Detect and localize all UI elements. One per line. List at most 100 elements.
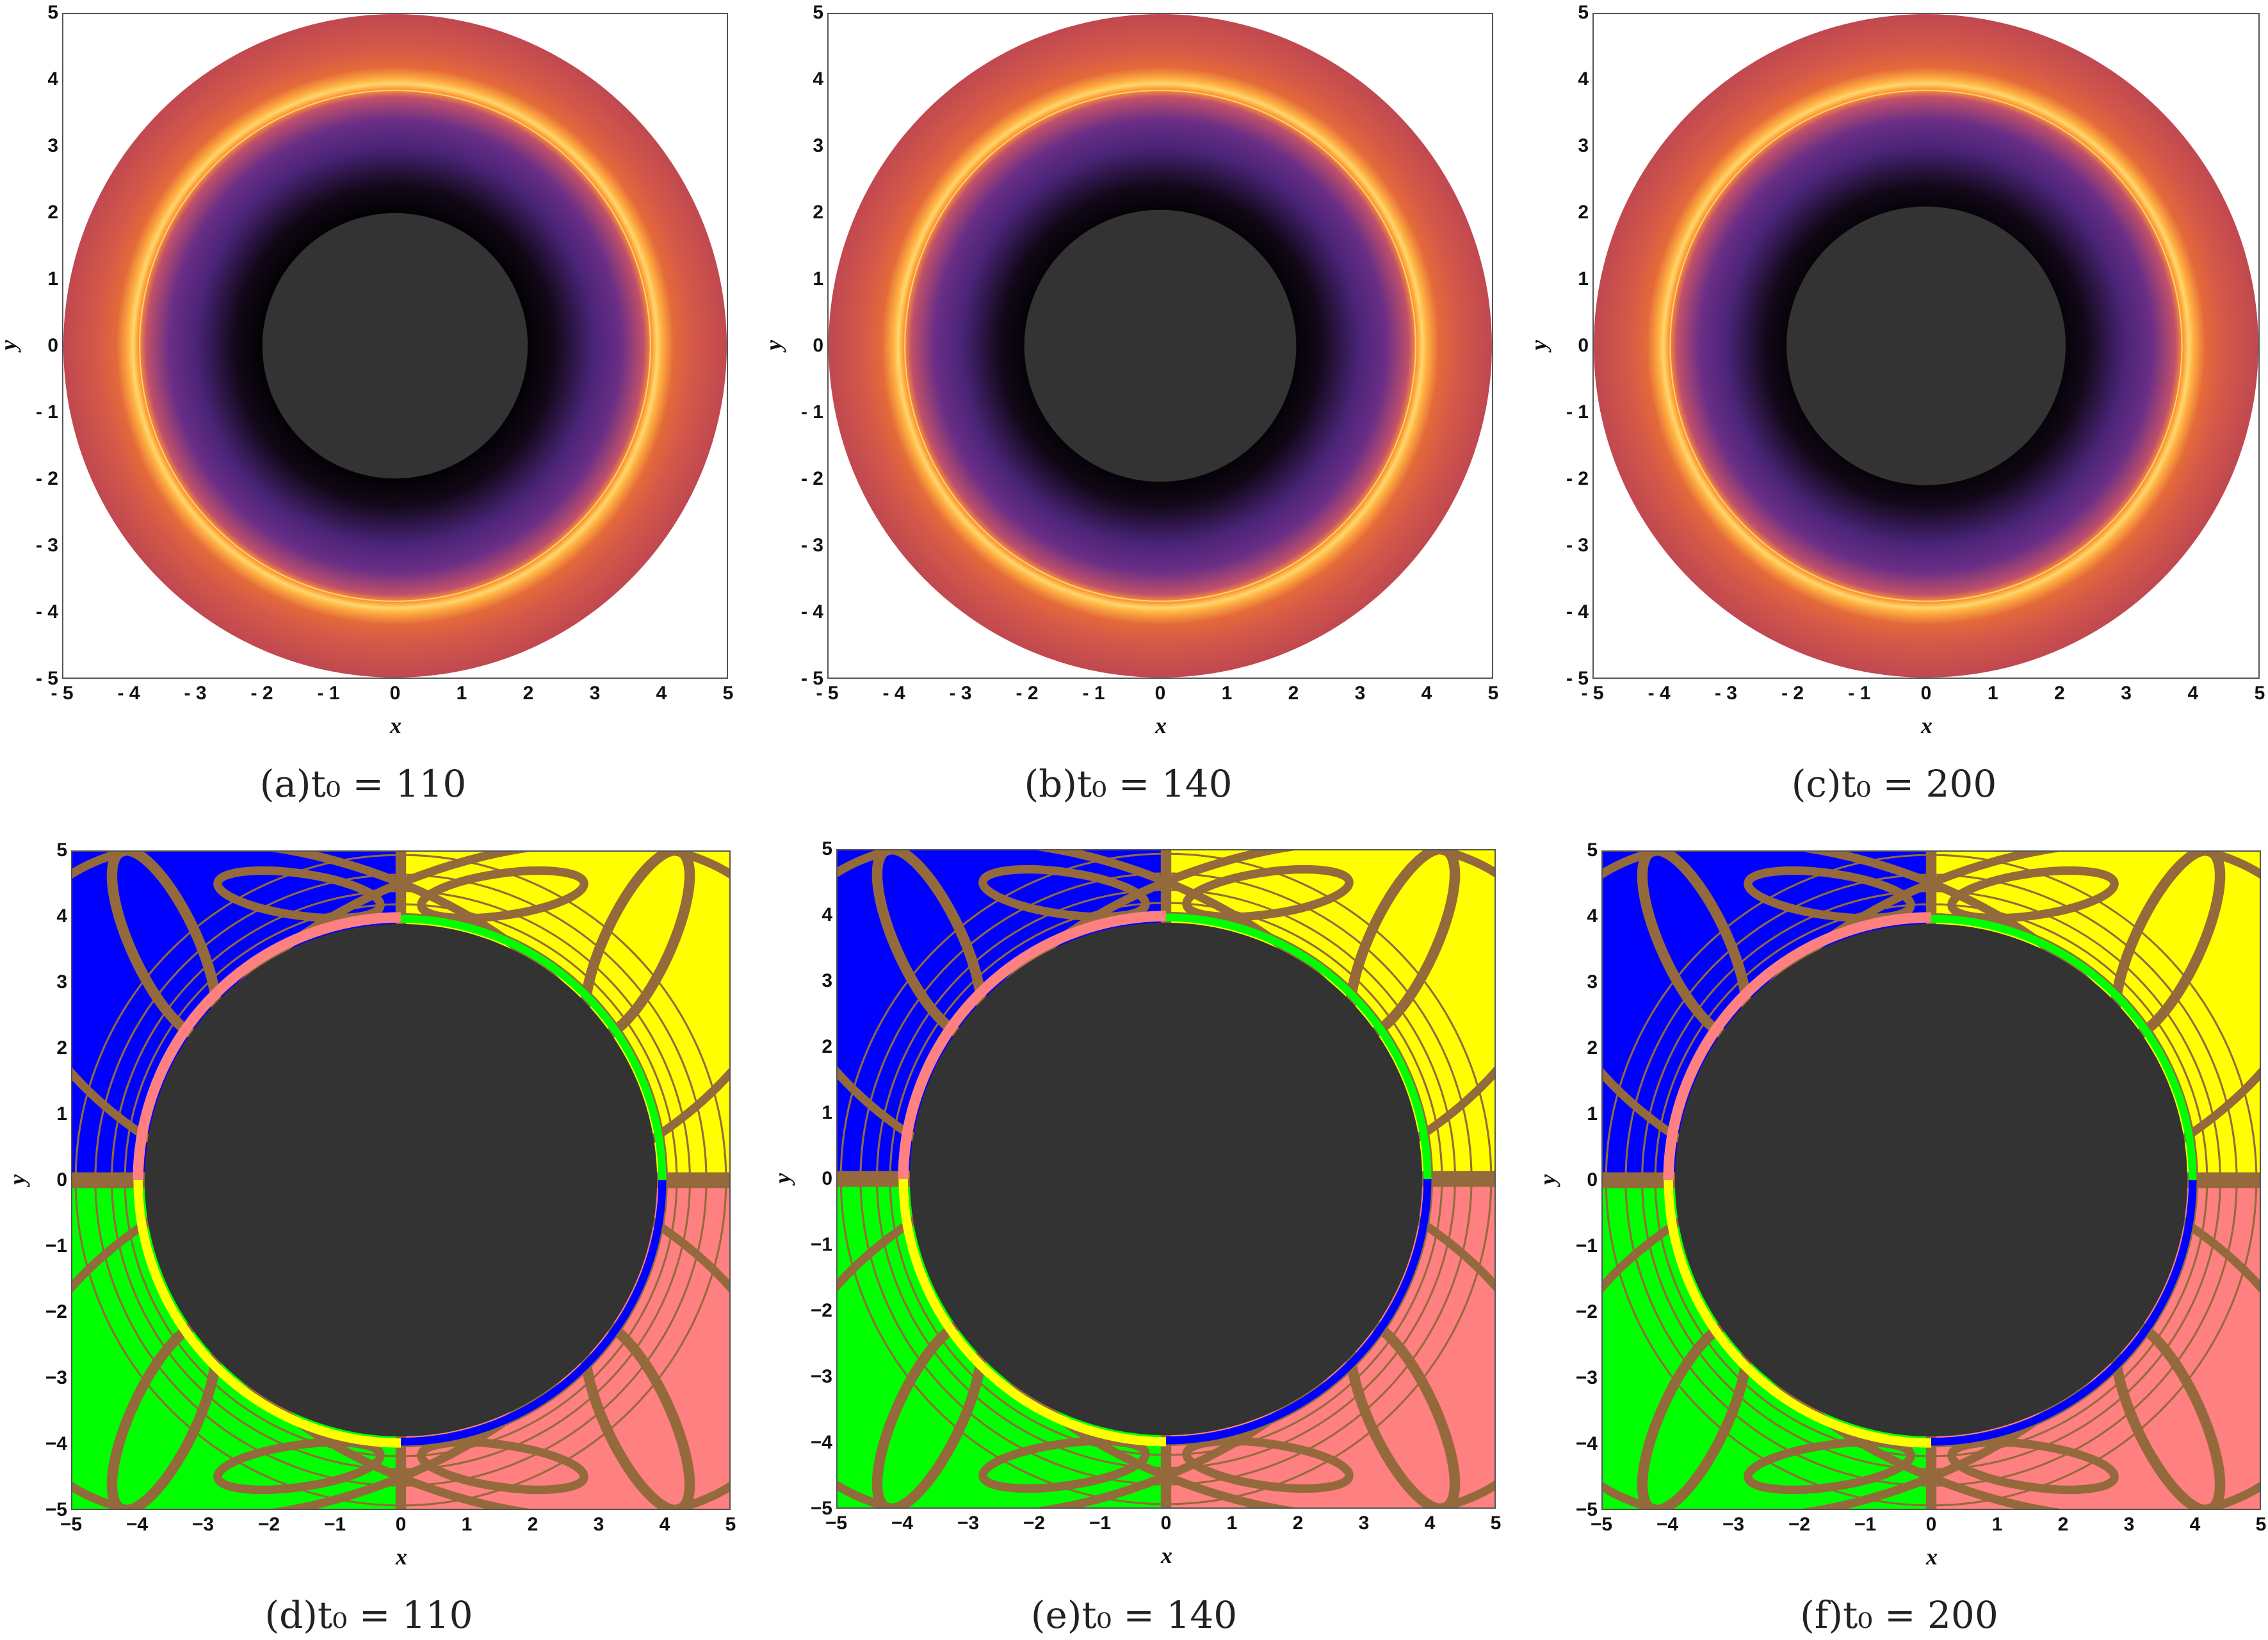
y-tick-label: −1 bbox=[1575, 1235, 1598, 1256]
y-tick-label: 4 bbox=[56, 905, 67, 927]
y-tick-label: - 2 bbox=[800, 468, 823, 489]
x-axis-label: x bbox=[1926, 1544, 1938, 1570]
y-tick-label: −2 bbox=[45, 1301, 67, 1322]
x-tick-label: 3 bbox=[2121, 683, 2132, 704]
boundary-loop bbox=[417, 1438, 588, 1495]
x-tick-label: −3 bbox=[1722, 1514, 1745, 1535]
x-tick-label: 1 bbox=[1226, 1513, 1238, 1534]
y-tick-label: 0 bbox=[822, 1168, 832, 1189]
x-tick-label: 4 bbox=[656, 683, 667, 704]
x-tick-label: 3 bbox=[1358, 1513, 1370, 1534]
heatmap-image bbox=[1603, 852, 2260, 1509]
y-axis-label: y bbox=[1525, 340, 1551, 350]
x-tick-label: 4 bbox=[2187, 683, 2199, 704]
x-tick-label: −4 bbox=[126, 1514, 149, 1535]
x-tick-label: 1 bbox=[456, 683, 467, 704]
y-tick-label: −3 bbox=[45, 1367, 67, 1388]
y-tick-label: - 3 bbox=[1566, 535, 1589, 556]
x-tick-label: - 2 bbox=[250, 683, 273, 704]
y-tick-label: 2 bbox=[1578, 202, 1589, 223]
x-tick-label: - 2 bbox=[1016, 683, 1039, 704]
x-tick-label: - 2 bbox=[1781, 683, 1804, 704]
plot-area bbox=[827, 13, 1493, 679]
x-tick-label: 3 bbox=[1354, 683, 1366, 704]
x-tick-label: −2 bbox=[1023, 1513, 1046, 1534]
y-tick-label: 3 bbox=[47, 135, 58, 156]
y-tick-label: - 4 bbox=[35, 601, 58, 622]
x-tick-label: - 3 bbox=[949, 683, 972, 704]
x-tick-label: 1 bbox=[1987, 683, 1998, 704]
y-tick-label: −5 bbox=[810, 1498, 832, 1519]
plot-area bbox=[1592, 13, 2260, 679]
shadow-disk bbox=[144, 923, 658, 1437]
shadow-disk bbox=[262, 213, 528, 479]
y-axis-label: y bbox=[1534, 1174, 1560, 1185]
y-tick-label: 0 bbox=[56, 1169, 67, 1190]
x-tick-label: - 3 bbox=[184, 683, 207, 704]
y-tick-label: 2 bbox=[56, 1037, 67, 1059]
heatmap-image bbox=[838, 850, 1494, 1507]
boundary-loop bbox=[978, 1436, 1150, 1493]
y-tick-label: - 4 bbox=[800, 601, 823, 622]
y-tick-label: 5 bbox=[1587, 840, 1598, 861]
x-tick-label: 3 bbox=[2123, 1514, 2135, 1535]
x-axis-label: x bbox=[396, 1544, 407, 1570]
x-tick-label: - 1 bbox=[317, 683, 340, 704]
x-tick-label: 0 bbox=[1920, 683, 1932, 704]
x-axis-label: x bbox=[1921, 713, 1932, 738]
x-tick-label: 1 bbox=[461, 1514, 473, 1535]
boundary-loop bbox=[1744, 1438, 1915, 1495]
x-tick-label: 0 bbox=[1160, 1513, 1172, 1534]
x-tick-label: −5 bbox=[825, 1513, 848, 1534]
shadow-disk bbox=[909, 922, 1423, 1436]
heatmap-image bbox=[63, 14, 727, 678]
y-tick-label: −2 bbox=[1575, 1301, 1598, 1322]
y-tick-label: 0 bbox=[1578, 335, 1589, 356]
plot-area bbox=[62, 13, 728, 679]
x-tick-label: 0 bbox=[395, 1514, 407, 1535]
y-tick-label: - 4 bbox=[1566, 601, 1589, 622]
x-tick-label: 2 bbox=[2054, 683, 2065, 704]
x-tick-label: - 1 bbox=[1848, 683, 1871, 704]
heatmap-image bbox=[829, 14, 1492, 678]
y-tick-label: 3 bbox=[1578, 135, 1589, 156]
y-tick-label: −2 bbox=[810, 1300, 832, 1321]
x-tick-label: 4 bbox=[1424, 1513, 1436, 1534]
y-tick-label: 4 bbox=[47, 69, 58, 90]
y-tick-label: 4 bbox=[813, 69, 823, 90]
y-axis-label: y bbox=[0, 340, 22, 350]
y-tick-label: 1 bbox=[47, 268, 58, 289]
y-tick-label: 2 bbox=[813, 202, 823, 223]
boundary-loop bbox=[1744, 866, 1915, 923]
x-tick-label: −4 bbox=[891, 1513, 914, 1534]
y-tick-label: 5 bbox=[822, 838, 832, 859]
y-tick-label: −3 bbox=[810, 1366, 832, 1387]
y-axis-label: y bbox=[769, 1173, 795, 1183]
x-tick-label: 0 bbox=[1925, 1514, 1937, 1535]
x-tick-label: - 1 bbox=[1082, 683, 1105, 704]
x-tick-label: 2 bbox=[1288, 683, 1299, 704]
photon-ring bbox=[904, 90, 1416, 602]
y-tick-label: 2 bbox=[47, 202, 58, 223]
boundary-loop bbox=[417, 866, 588, 923]
y-tick-label: 0 bbox=[1587, 1169, 1598, 1190]
y-tick-label: 5 bbox=[1578, 2, 1589, 23]
boundary-loop bbox=[1182, 1436, 1354, 1493]
y-tick-label: 0 bbox=[813, 335, 823, 356]
y-tick-label: 2 bbox=[1587, 1037, 1598, 1059]
x-tick-label: - 3 bbox=[1714, 683, 1737, 704]
y-tick-label: - 2 bbox=[1566, 468, 1589, 489]
y-tick-label: 1 bbox=[1587, 1103, 1598, 1124]
y-tick-label: - 3 bbox=[35, 535, 58, 556]
x-tick-label: −5 bbox=[60, 1514, 83, 1535]
x-tick-label: 1 bbox=[1221, 683, 1233, 704]
y-tick-label: −4 bbox=[810, 1432, 832, 1453]
y-tick-label: - 1 bbox=[1566, 402, 1589, 423]
x-axis-label: x bbox=[390, 713, 401, 738]
boundary-loop bbox=[213, 1438, 385, 1495]
x-tick-label: - 4 bbox=[117, 683, 140, 704]
y-tick-label: 3 bbox=[822, 970, 832, 991]
x-tick-label: - 5 bbox=[1581, 683, 1604, 704]
heatmap-image bbox=[1594, 14, 2258, 678]
y-tick-label: −4 bbox=[45, 1433, 67, 1454]
